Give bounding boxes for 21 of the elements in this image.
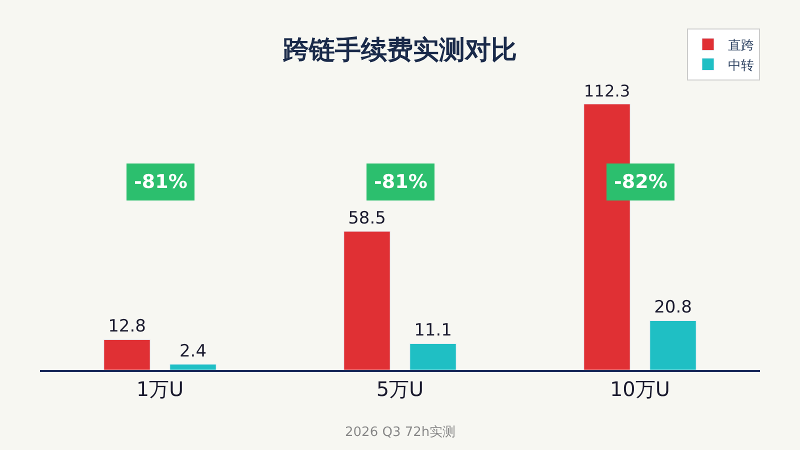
data-label: 12.8 — [108, 316, 146, 337]
data-label: 11.1 — [414, 320, 452, 341]
data-label: 20.8 — [654, 298, 692, 318]
data-label: 58.5 — [348, 208, 386, 228]
bar — [170, 364, 216, 370]
x-tick-label: 1万U — [136, 377, 184, 401]
annotation: -81% — [134, 171, 188, 193]
bar — [344, 231, 390, 370]
annotation: -81% — [374, 171, 428, 193]
bar — [104, 339, 150, 370]
annotation: -82% — [614, 171, 668, 193]
data-label: 2.4 — [179, 341, 207, 362]
chart-title: 跨链手续费实测对比 — [282, 36, 517, 66]
bar — [410, 343, 456, 370]
legend-label: 直跨 — [728, 38, 754, 54]
data-label: 112.3 — [584, 81, 630, 100]
x-tick-label: 10万U — [610, 377, 670, 401]
x-tick-label: 5万U — [376, 377, 424, 401]
text: 2026 Q3 72h实测 — [345, 425, 456, 440]
legend-label: 中转 — [728, 58, 754, 74]
bar — [650, 320, 696, 370]
